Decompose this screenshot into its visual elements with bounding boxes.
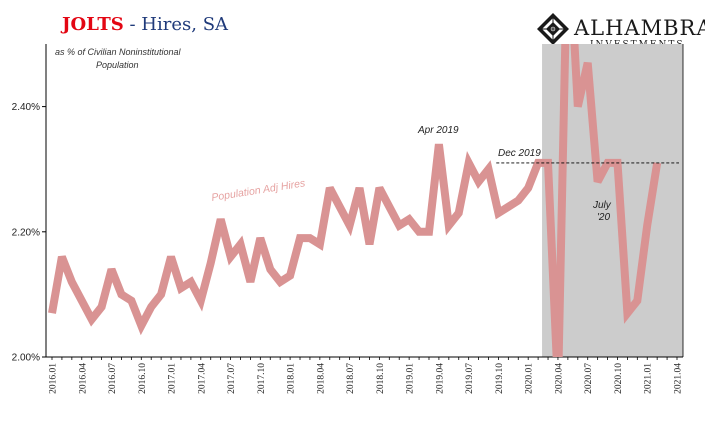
x-tick-label: 2021.01 (644, 363, 654, 394)
x-tick-label: 2016.07 (108, 363, 118, 394)
annotation-july-line2: '20 (597, 212, 610, 223)
x-tick-label: 2016.04 (78, 363, 88, 394)
x-tick-label: 2018.04 (316, 363, 326, 394)
x-tick-label: 2019.04 (435, 363, 445, 394)
x-tick-label: 2020.04 (554, 363, 564, 394)
chart-note-line2: Population (96, 60, 139, 70)
y-tick-label: 2.00% (12, 353, 40, 364)
logo-name: ALHAMBRA (573, 16, 705, 40)
y-tick-label: 2.40% (12, 102, 40, 113)
diamond-lattice-icon (537, 13, 569, 45)
x-tick-label: 2021.04 (674, 363, 684, 394)
series-label: Population Adj Hires (211, 177, 307, 204)
x-tick-label: 2020.07 (584, 363, 594, 394)
chart-title-rest: - Hires, SA (124, 14, 229, 35)
chart-title: JOLTS - Hires, SA (60, 14, 229, 35)
x-tick-label: 2019.10 (495, 363, 505, 394)
x-tick-label: 2019.01 (406, 363, 416, 394)
chart-note-line1: as % of Civilian Noninstitutional (55, 47, 182, 57)
x-tick-label: 2016.10 (138, 363, 148, 394)
x-tick-label: 2017.10 (257, 363, 267, 394)
chart-title-main: JOLTS (60, 14, 124, 35)
annotation-july-line1: July (592, 200, 612, 211)
x-tick-label: 2017.07 (227, 363, 237, 394)
x-tick-label: 2020.10 (614, 363, 624, 394)
x-ticks-layer: 2016.01 2016.04 2016.07 2016.10 2017.01 2017.… (49, 357, 684, 394)
y-tick-label: 2.20% (12, 227, 40, 238)
x-tick-label: 2018.10 (376, 363, 386, 394)
x-tick-label: 2019.07 (465, 363, 475, 394)
series-line-population-adj-hires (48, 44, 662, 357)
y-ticks-layer: 2.00% 2.20% 2.40% (12, 102, 46, 364)
annotation-dec-2019: Dec 2019 (498, 148, 541, 159)
axes-layer (45, 44, 684, 358)
x-tick-label: 2017.04 (197, 363, 207, 394)
x-tick-label: 2018.07 (346, 363, 356, 394)
x-tick-label: 2016.01 (49, 363, 59, 394)
x-tick-label: 2018.01 (287, 363, 297, 394)
annotation-apr-2019: Apr 2019 (417, 125, 459, 136)
x-tick-label: 2017.01 (168, 363, 178, 394)
x-tick-label: 2020.01 (525, 363, 535, 394)
